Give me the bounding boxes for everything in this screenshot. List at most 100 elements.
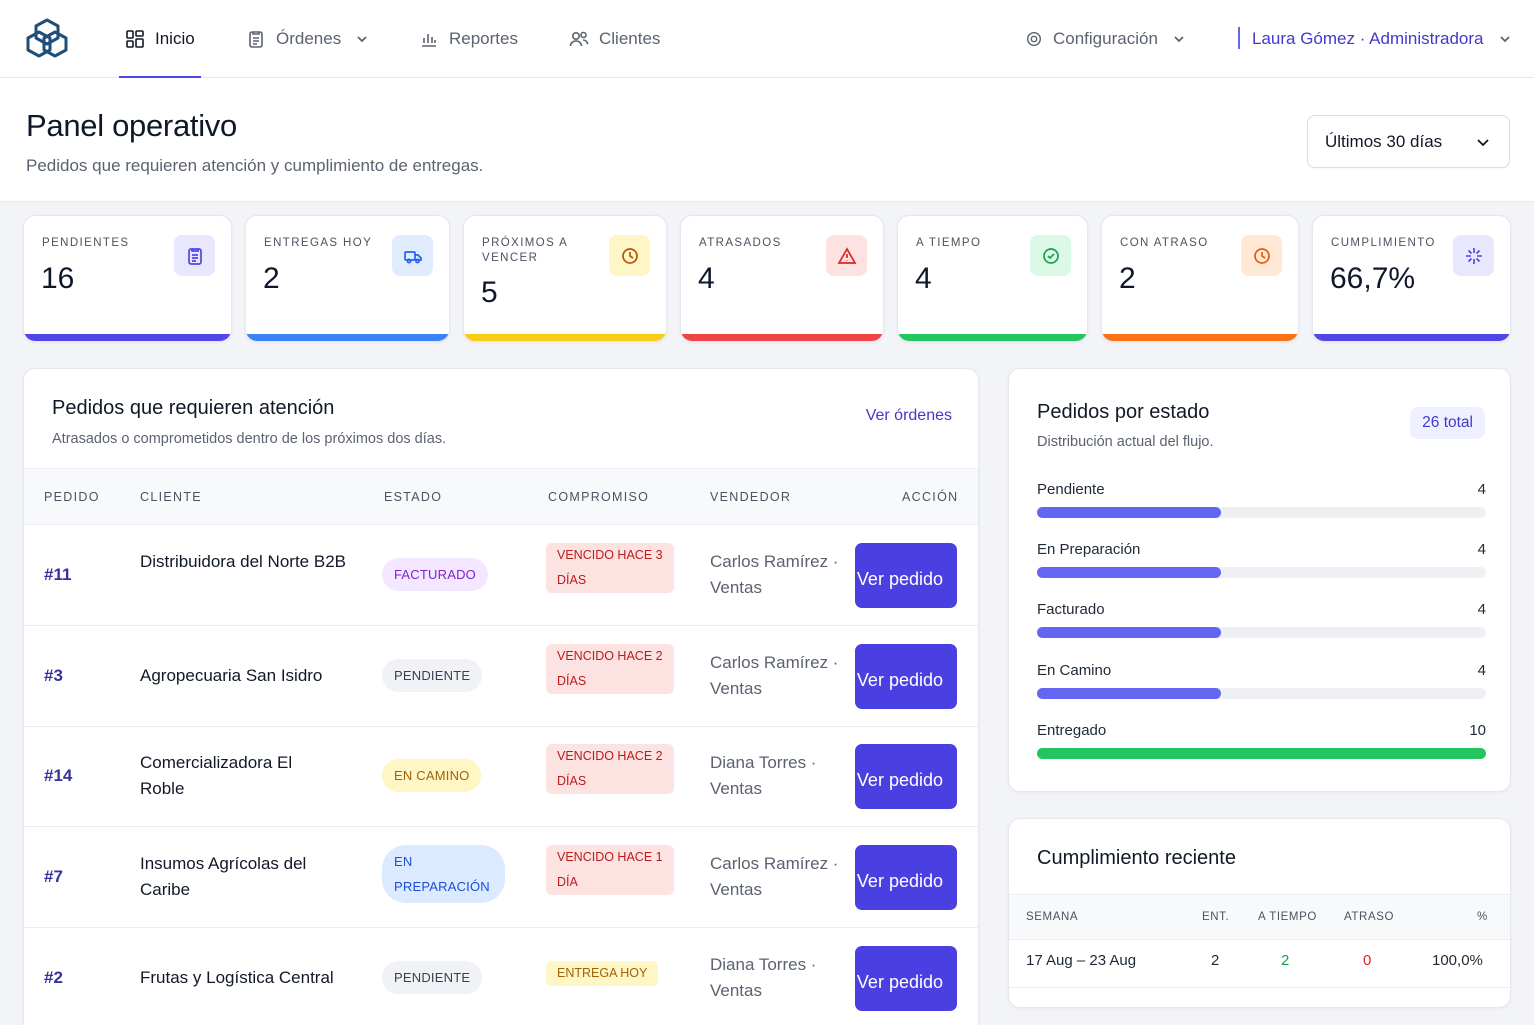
- kpi-entregas-hoy[interactable]: ENTREGAS HOY 2: [245, 215, 450, 342]
- status-row: En Preparación 4: [1037, 541, 1486, 581]
- top-navbar: Inicio Órdenes Reportes Clientes Configu…: [0, 0, 1534, 78]
- kpi-icon-box: [392, 235, 433, 276]
- kpi-accent-bar: [681, 334, 883, 341]
- card-title: Pedidos que requieren atención: [52, 397, 335, 419]
- status-badge: PENDIENTE: [382, 659, 483, 692]
- kpi-label: CON ATRASO: [1120, 237, 1209, 249]
- status-count: 4: [1477, 662, 1486, 679]
- view-order-button[interactable]: Ver pedido: [855, 543, 957, 608]
- chevron-down-icon: [1477, 138, 1489, 146]
- view-order-button[interactable]: Ver pedido: [855, 744, 957, 809]
- table-row[interactable]: #7 Insumos Agrícolas del Caribe EN PREPA…: [24, 827, 978, 928]
- progress-track: [1037, 507, 1486, 518]
- order-id[interactable]: #3: [44, 666, 63, 685]
- status-count: 4: [1477, 541, 1486, 558]
- table-row: 17 Aug – 23 Aug 2 2 0 100,0%: [1009, 940, 1510, 988]
- user-menu[interactable]: Laura Gómez · Administradora: [1252, 0, 1512, 78]
- due-badge: VENCIDO HACE 1 DÍA: [546, 845, 674, 895]
- on-time-count: 2: [1281, 952, 1290, 969]
- table-row[interactable]: #14 Comercializadora El Roble EN CAMINO …: [24, 726, 978, 827]
- user-divider: [1238, 27, 1240, 49]
- app-logo-icon[interactable]: [24, 16, 70, 60]
- clipboard-icon: [249, 31, 263, 48]
- recent-compliance-card: Cumplimiento reciente SEMANA ENT. A TIEM…: [1008, 818, 1511, 1008]
- clock-icon: [621, 247, 638, 264]
- due-badge: VENCIDO HACE 2 DÍAS: [546, 744, 674, 794]
- kpi-icon-box: [826, 235, 867, 276]
- users-icon: [569, 31, 589, 47]
- view-order-button[interactable]: Ver pedido: [855, 644, 957, 709]
- bar-chart-icon: [422, 34, 436, 47]
- table-row[interactable]: #2 Frutas y Logística Central PENDIENTE …: [24, 928, 978, 1025]
- nav-reportes[interactable]: Reportes: [419, 0, 518, 78]
- status-badge: EN PREPARACIÓN: [382, 845, 505, 903]
- column-header: SEMANA: [1026, 911, 1079, 923]
- column-header: A TIEMPO: [1258, 911, 1317, 923]
- order-id[interactable]: #14: [44, 766, 73, 785]
- view-order-button[interactable]: Ver pedido: [855, 946, 957, 1011]
- status-count: 4: [1477, 601, 1486, 618]
- card-title: Cumplimiento reciente: [1037, 847, 1236, 869]
- late-count: 0: [1363, 952, 1372, 969]
- progress-track: [1037, 748, 1486, 759]
- week-range: 17 Aug – 23 Aug: [1026, 952, 1137, 969]
- nav-inicio[interactable]: Inicio: [119, 0, 201, 78]
- kpi-icon-box: [174, 235, 215, 276]
- kpi-a-tiempo[interactable]: A TIEMPO 4: [897, 215, 1088, 342]
- date-range-label: Últimos 30 días: [1325, 131, 1443, 151]
- view-order-button[interactable]: Ver pedido: [855, 845, 957, 910]
- table-row[interactable]: #11 Distribuidora del Norte B2B FACTURAD…: [24, 525, 978, 626]
- truck-icon: [403, 250, 422, 263]
- progress-fill: [1037, 507, 1222, 518]
- settings-label: Configuración: [1053, 29, 1158, 48]
- progress-track: [1037, 688, 1486, 699]
- kpi-value: 2: [263, 262, 280, 295]
- kpi-proximos-a-vencer[interactable]: PRÓXIMOS A VENCER 5: [463, 215, 667, 342]
- status-badge: PENDIENTE: [382, 961, 483, 994]
- column-header: ESTADO: [384, 490, 443, 504]
- status-name: En Camino: [1037, 662, 1112, 679]
- sparkle-icon: [1465, 247, 1482, 264]
- view-orders-link[interactable]: Ver órdenes: [865, 407, 952, 424]
- kpi-accent-bar: [1313, 334, 1510, 341]
- status-row: En Camino 4: [1037, 662, 1486, 702]
- kpi-pendientes[interactable]: PENDIENTES 16: [23, 215, 232, 342]
- nav-clientes[interactable]: Clientes: [569, 0, 660, 78]
- column-header: ATRASO: [1344, 911, 1395, 923]
- clipboard-icon: [187, 247, 202, 265]
- status-name: Entregado: [1037, 722, 1107, 739]
- column-header: ACCIÓN: [902, 490, 959, 504]
- page-title: Panel operativo: [26, 108, 237, 143]
- kpi-accent-bar: [898, 334, 1087, 341]
- client-name: Comercializadora El Roble: [140, 753, 293, 798]
- seller-name: Diana Torres · Ventas: [710, 955, 817, 1000]
- progress-track: [1037, 567, 1486, 578]
- settings-menu[interactable]: Configuración: [1025, 0, 1186, 78]
- nav-ordenes[interactable]: Órdenes: [246, 0, 369, 78]
- date-range-select[interactable]: Últimos 30 días: [1307, 115, 1510, 168]
- kpi-cumplimiento[interactable]: CUMPLIMIENTO 66,7%: [1312, 215, 1511, 342]
- nav-ordenes-label: Órdenes: [276, 29, 342, 48]
- kpi-atrasados[interactable]: ATRASADOS 4: [680, 215, 884, 342]
- orders-by-status-card: Pedidos por estado Distribución actual d…: [1008, 368, 1511, 792]
- progress-fill: [1037, 748, 1486, 759]
- order-id[interactable]: #7: [44, 867, 63, 886]
- kpi-con-atraso[interactable]: CON ATRASO 2: [1101, 215, 1299, 342]
- kpi-label: ENTREGAS HOY: [264, 237, 373, 249]
- column-header: ENT.: [1202, 911, 1230, 923]
- order-id[interactable]: #11: [44, 565, 72, 584]
- progress-fill: [1037, 567, 1222, 578]
- kpi-value: 66,7%: [1330, 262, 1416, 295]
- clock-icon: [1253, 247, 1270, 264]
- kpi-accent-bar: [464, 334, 666, 341]
- table-header: PEDIDO CLIENTE ESTADO COMPROMISO VENDEDO…: [24, 468, 978, 525]
- status-count: 4: [1477, 481, 1486, 498]
- chevron-down-icon: [1499, 36, 1510, 43]
- order-id[interactable]: #2: [44, 968, 63, 987]
- table-row[interactable]: #3 Agropecuaria San Isidro PENDIENTE VEN…: [24, 626, 978, 727]
- seller-name: Carlos Ramírez · Ventas: [710, 653, 839, 698]
- column-header: PEDIDO: [44, 490, 100, 504]
- kpi-label: PRÓXIMOS A VENCER: [482, 237, 568, 264]
- due-badge: ENTREGA HOY: [546, 961, 659, 986]
- kpi-value: 4: [915, 262, 932, 295]
